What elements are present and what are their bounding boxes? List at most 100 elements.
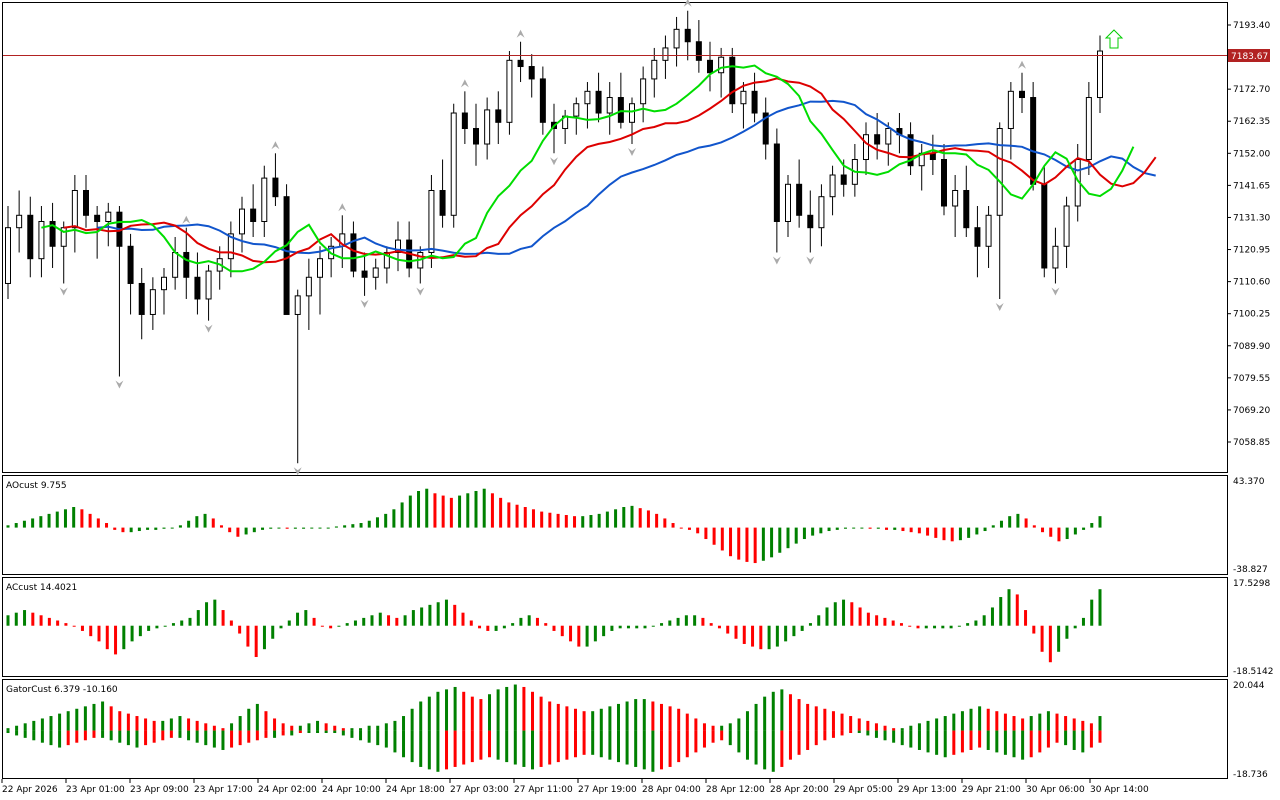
gator-upper-bar [92, 703, 96, 731]
gator-lower-bar [513, 730, 517, 765]
gator-lower-bar [943, 730, 947, 758]
fractal-down-icon [204, 324, 213, 333]
gator-upper-bar [1089, 723, 1093, 731]
gator-upper-bar [857, 718, 861, 731]
histogram-bar [833, 602, 837, 626]
candle-body [907, 134, 914, 167]
histogram-bar [745, 527, 749, 562]
candle-body [840, 174, 847, 185]
histogram-bar [544, 623, 548, 626]
histogram-bar [519, 617, 523, 626]
histogram-bar [461, 612, 465, 626]
gator-upper-bar [591, 711, 595, 731]
gator-lower-bar [857, 730, 861, 734]
histogram-bar [1098, 589, 1102, 626]
price-axis: 7193.40 7172.70 7162.35 7152.00 7141.65 7131.… [1227, 21, 1270, 448]
histogram-bar [22, 520, 26, 528]
fractal-down-icon [995, 302, 1004, 311]
histogram-bar [684, 615, 688, 626]
gator-upper-bar [40, 718, 44, 731]
gator-upper-bar [1081, 720, 1085, 731]
gator-upper-bar [694, 718, 698, 731]
gator-lower-bar [453, 730, 457, 767]
gator-upper-bar [711, 725, 715, 731]
gator-upper-bar [470, 696, 474, 731]
gator-lower-bar [823, 730, 827, 741]
histogram-bar [643, 625, 647, 629]
histogram-bar [469, 620, 473, 626]
gator-lower-bar [419, 730, 423, 767]
gator-upper-bar [771, 691, 775, 731]
histogram-bar [626, 625, 630, 629]
gator-lower-bar [479, 730, 483, 760]
gator-lower-bar [711, 730, 715, 743]
gator-upper-bar [814, 706, 818, 731]
gator-upper-bar [1072, 718, 1076, 731]
histogram-bar [213, 599, 217, 626]
gator-lower-bar [204, 730, 208, 746]
histogram-bar [761, 527, 765, 561]
histogram-bar [63, 509, 67, 528]
histogram-bar [420, 607, 424, 626]
histogram-bar [499, 497, 503, 528]
gator-pane[interactable] [2, 679, 1228, 779]
gator-lower-bar [883, 730, 887, 741]
price-pane[interactable] [2, 2, 1228, 473]
candle-body [1085, 97, 1092, 161]
histogram-bar [1015, 594, 1019, 626]
candle-body [261, 177, 268, 222]
gator-lower-bar [470, 730, 474, 763]
gator-lower-bar [23, 730, 27, 738]
histogram-bar [47, 617, 51, 626]
gator-upper-bar [49, 716, 53, 731]
histogram-bar [23, 610, 27, 626]
histogram-bar [187, 520, 191, 528]
fractal-down-icon [360, 299, 369, 308]
gator-upper-bar [909, 725, 913, 731]
histogram-bar [252, 527, 256, 533]
ao-axis-max: 43.370 [1233, 477, 1265, 487]
gator-lower-bar [849, 730, 853, 734]
histogram-bar [1008, 516, 1012, 528]
histogram-bar [163, 625, 167, 627]
histogram-bar [999, 520, 1003, 528]
histogram-bar [411, 610, 415, 626]
histogram-bar [819, 527, 823, 534]
candle-body [885, 128, 892, 145]
histogram-bar [246, 625, 250, 647]
histogram-bar [320, 625, 324, 627]
gator-upper-bar [298, 725, 302, 731]
histogram-bar [180, 620, 184, 626]
histogram-bar [229, 620, 233, 626]
ac-pane[interactable] [2, 577, 1228, 677]
candle-body [651, 59, 658, 80]
gator-lower-bar [909, 730, 913, 748]
gator-upper-bar [866, 720, 870, 731]
candle-body [305, 276, 312, 297]
price-tick-label: 7172.70 [1233, 85, 1270, 95]
histogram-bar [775, 625, 779, 647]
time-tick-label: 23 Apr 01:00 [66, 785, 125, 795]
gator-upper-bar [548, 701, 552, 731]
gator-lower-bar [668, 730, 672, 767]
histogram-bar [367, 520, 371, 528]
histogram-bar [924, 625, 928, 629]
histogram-bar [759, 625, 763, 650]
histogram-bar [548, 512, 552, 528]
histogram-bar [726, 625, 730, 634]
gator-upper-bar [960, 711, 964, 731]
histogram-bar [219, 525, 223, 528]
candle-body [127, 245, 134, 284]
gator-upper-bar [212, 725, 216, 731]
histogram-bar [663, 518, 667, 528]
histogram-bar [835, 527, 839, 530]
gator-lower-bar [745, 730, 749, 760]
histogram-bar [693, 615, 697, 626]
gator-lower-bar [135, 730, 139, 748]
histogram-bar [387, 615, 391, 626]
histogram-bar [162, 527, 166, 529]
gator-upper-bar [625, 701, 629, 731]
histogram-bar [122, 625, 126, 650]
candle-body [751, 90, 758, 114]
